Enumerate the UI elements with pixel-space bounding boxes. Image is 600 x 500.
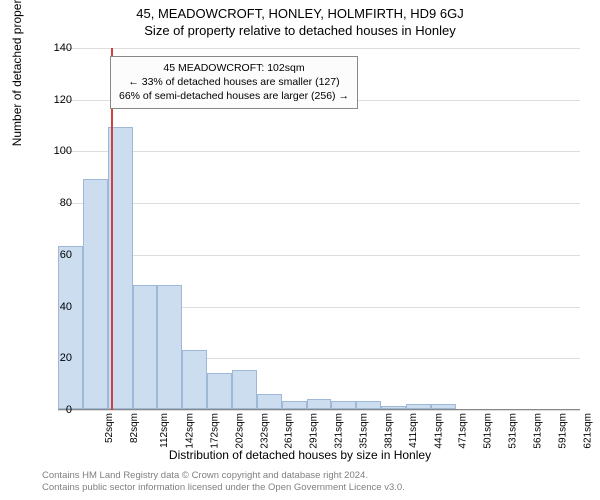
histogram-bar xyxy=(381,406,406,409)
gridline xyxy=(58,410,580,411)
chart-title-sub: Size of property relative to detached ho… xyxy=(0,21,600,38)
ytick-label: 80 xyxy=(60,197,72,209)
footer-line1: Contains HM Land Registry data © Crown c… xyxy=(42,470,405,482)
histogram-bar xyxy=(83,179,108,409)
y-axis-label: Number of detached properties xyxy=(10,0,24,146)
footer-line2: Contains public sector information licen… xyxy=(42,482,405,494)
histogram-bar xyxy=(207,373,232,409)
histogram-bar xyxy=(232,370,257,409)
ytick-label: 120 xyxy=(54,94,72,106)
x-axis-label: Distribution of detached houses by size … xyxy=(0,448,600,462)
histogram-bar xyxy=(58,246,83,409)
histogram-bar xyxy=(431,404,456,409)
histogram-bar xyxy=(331,401,356,409)
annotation-line3: 66% of semi-detached houses are larger (… xyxy=(119,89,349,103)
ytick-label: 140 xyxy=(54,42,72,54)
ytick-label: 60 xyxy=(60,249,72,261)
annotation-line2: ← 33% of detached houses are smaller (12… xyxy=(119,75,349,89)
ytick-label: 100 xyxy=(54,145,72,157)
histogram-bar xyxy=(307,399,332,409)
gridline xyxy=(58,255,580,256)
chart-title-main: 45, MEADOWCROFT, HONLEY, HOLMFIRTH, HD9 … xyxy=(0,0,600,21)
histogram-bar xyxy=(182,350,207,409)
histogram-bar xyxy=(157,285,182,409)
annotation-box: 45 MEADOWCROFT: 102sqm ← 33% of detached… xyxy=(110,56,358,109)
footer-attribution: Contains HM Land Registry data © Crown c… xyxy=(42,470,405,495)
ytick-label: 20 xyxy=(60,352,72,364)
histogram-bar xyxy=(257,394,282,410)
ytick-label: 40 xyxy=(60,301,72,313)
histogram-bar xyxy=(406,404,431,409)
chart-container: 45, MEADOWCROFT, HONLEY, HOLMFIRTH, HD9 … xyxy=(0,0,600,500)
histogram-bar xyxy=(356,401,381,409)
histogram-bar xyxy=(133,285,158,409)
gridline xyxy=(58,151,580,152)
ytick-label: 0 xyxy=(66,404,72,416)
gridline xyxy=(58,203,580,204)
gridline xyxy=(58,48,580,49)
histogram-bar xyxy=(282,401,307,409)
annotation-line1: 45 MEADOWCROFT: 102sqm xyxy=(119,61,349,75)
